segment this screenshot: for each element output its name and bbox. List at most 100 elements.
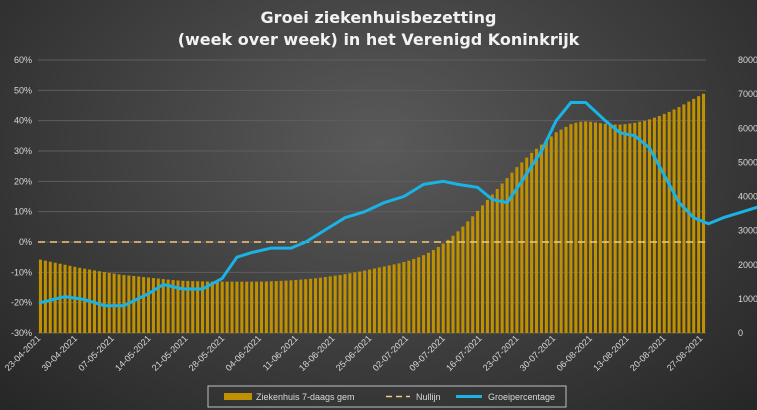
bar xyxy=(323,277,327,333)
x-tick-label: 04-06-2021 xyxy=(223,333,263,373)
bar xyxy=(495,188,499,333)
bar xyxy=(633,122,637,333)
bar xyxy=(539,144,543,333)
right-axis-tick-label: 1000 xyxy=(738,294,757,304)
bar xyxy=(530,152,534,333)
bar xyxy=(589,121,593,333)
bar xyxy=(441,243,445,333)
bar xyxy=(402,262,406,333)
bar xyxy=(412,258,416,333)
x-tick-label: 28-05-2021 xyxy=(187,333,227,373)
bar xyxy=(210,281,214,333)
bar xyxy=(652,117,656,333)
bar xyxy=(284,280,288,333)
bar xyxy=(201,281,205,333)
bar xyxy=(431,250,435,333)
bar xyxy=(318,277,322,333)
bar xyxy=(677,107,681,333)
left-axis-tick-label: 50% xyxy=(14,85,32,95)
bar xyxy=(628,123,632,333)
bar xyxy=(348,273,352,333)
bar xyxy=(112,273,116,333)
x-tick-label: 13-08-2021 xyxy=(591,333,631,373)
bar xyxy=(191,281,195,333)
bar xyxy=(215,281,219,333)
bar xyxy=(196,281,200,333)
bar xyxy=(584,121,588,333)
bar xyxy=(255,281,259,333)
bar xyxy=(220,281,224,333)
x-tick-label: 11-06-2021 xyxy=(261,333,300,372)
bar xyxy=(181,280,185,333)
bar xyxy=(608,124,612,333)
bar xyxy=(520,162,524,333)
bar xyxy=(122,274,126,333)
bar xyxy=(73,266,77,333)
left-axis-tick-label: 40% xyxy=(14,116,32,126)
bar xyxy=(490,194,494,333)
bar xyxy=(535,148,539,333)
left-axis-tick-label: 10% xyxy=(14,207,32,217)
x-tick-label: 06-08-2021 xyxy=(554,333,594,373)
legend-label: Ziekenhuis 7-daags gem xyxy=(256,392,355,402)
bar xyxy=(426,252,431,333)
right-axis-tick-label: 6000 xyxy=(738,123,757,133)
bar xyxy=(643,120,647,334)
bar xyxy=(657,115,661,333)
bar xyxy=(466,221,470,333)
bar xyxy=(476,210,480,333)
x-tick-label: 14-05-2021 xyxy=(113,333,153,373)
left-axis-tick-label: -20% xyxy=(11,298,32,308)
x-tick-label: 30-07-2021 xyxy=(518,333,558,373)
x-tick-label: 30-04-2021 xyxy=(40,333,80,373)
bar xyxy=(43,260,47,333)
bar xyxy=(422,255,426,333)
bar xyxy=(397,263,401,333)
bar xyxy=(264,281,268,333)
bar xyxy=(613,124,617,333)
bar xyxy=(343,274,347,333)
legend-label: Groeipercentage xyxy=(488,392,555,402)
bar xyxy=(647,119,652,333)
left-axis-tick-label: 0% xyxy=(19,237,32,247)
bar xyxy=(500,183,504,333)
x-tick-label: 21-05-2021 xyxy=(150,333,190,373)
growth-line xyxy=(39,101,757,308)
bar xyxy=(107,272,111,333)
bar xyxy=(407,260,411,333)
bar xyxy=(186,280,190,333)
bar xyxy=(515,167,519,333)
bar xyxy=(372,268,376,333)
right-axis-tick-label: 0 xyxy=(738,328,743,338)
bar xyxy=(274,281,278,333)
bar xyxy=(38,259,42,333)
bar xyxy=(279,280,283,333)
bar xyxy=(382,266,386,333)
bar xyxy=(377,267,381,333)
legend-box xyxy=(207,385,567,408)
bar xyxy=(151,278,155,333)
right-axis-tick-label: 8000 xyxy=(738,55,757,65)
bar xyxy=(259,281,264,333)
bar xyxy=(313,278,318,333)
bar xyxy=(225,281,229,333)
bar xyxy=(137,276,141,333)
bar xyxy=(451,235,455,333)
x-tick-label: 23-07-2021 xyxy=(481,333,521,373)
bar xyxy=(97,271,101,333)
x-tick-label: 16-07-2021 xyxy=(444,333,484,373)
bar xyxy=(294,279,298,333)
bar xyxy=(250,281,254,333)
legend-swatch-bars xyxy=(224,393,252,400)
bar xyxy=(102,272,106,333)
bar xyxy=(289,280,293,333)
left-axis-tick-label: 20% xyxy=(14,176,32,186)
x-tick-label: 09-07-2021 xyxy=(407,333,447,373)
bar xyxy=(579,121,583,333)
bar xyxy=(171,280,175,333)
left-axis-tick-label: 60% xyxy=(14,55,32,65)
bar xyxy=(662,113,666,333)
bar xyxy=(461,226,465,333)
